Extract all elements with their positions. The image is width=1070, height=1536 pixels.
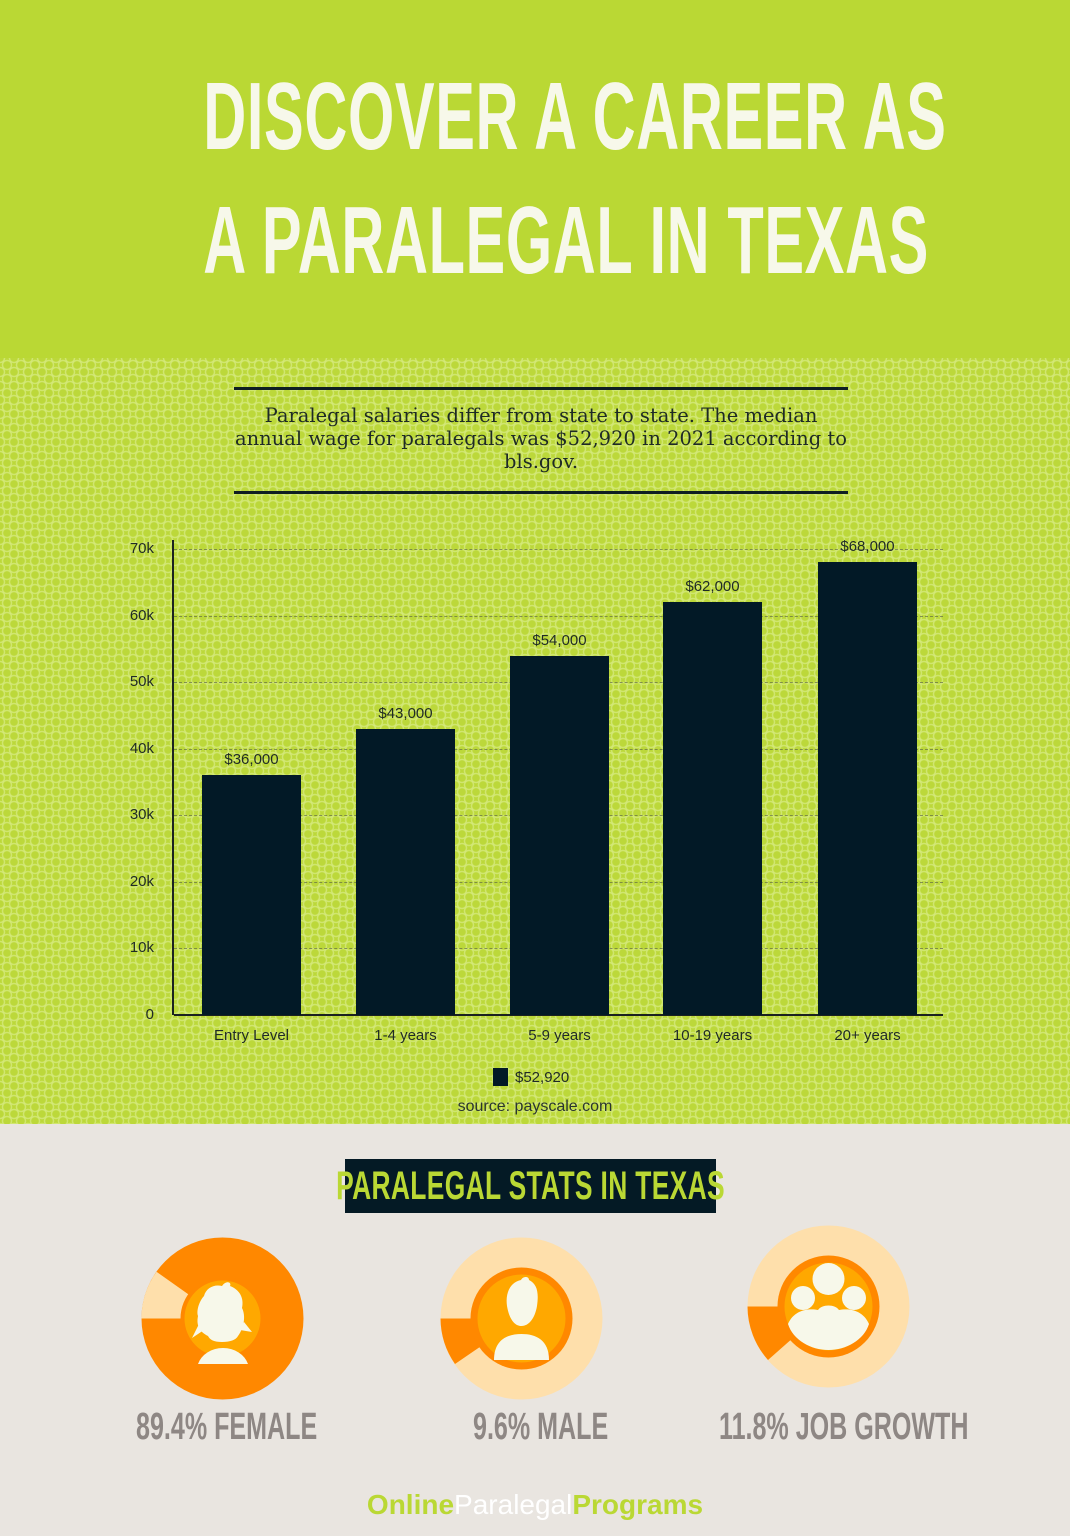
stat-job-growth: 11.8% JOB GROWTH <box>746 1224 911 1389</box>
x-category-label: 1-4 years <box>326 1027 486 1044</box>
male-donut-chart <box>439 1236 604 1401</box>
stat-male: 9.6% MALE <box>439 1236 604 1401</box>
bar-value-label: $43,000 <box>336 705 476 722</box>
stats-banner-title: PARALEGAL STATS IN TEXAS <box>336 1164 725 1209</box>
header-banner: DISCOVER A CAREER AS A PARALEGAL IN TEXA… <box>0 0 1070 358</box>
legend-swatch <box>493 1068 508 1086</box>
bar-4 <box>818 562 917 1015</box>
y-tick-label: 40k <box>110 741 154 757</box>
intro-text: Paralegal salaries differ from state to … <box>234 404 848 473</box>
divider-bottom <box>234 491 848 494</box>
stat-female: 89.4% FEMALE <box>140 1236 305 1401</box>
y-tick-label: 10k <box>110 940 154 956</box>
stat-job-growth-label: 11.8% JOB GROWTH <box>719 1406 968 1449</box>
y-tick-label: 50k <box>110 674 154 690</box>
divider-top <box>234 387 848 390</box>
y-tick-label: 70k <box>110 541 154 557</box>
bar-value-label: $54,000 <box>490 632 630 649</box>
bar-value-label: $62,000 <box>643 578 783 595</box>
stat-male-label: 9.6% MALE <box>473 1406 608 1449</box>
y-tick-label: 0 <box>110 1007 154 1023</box>
bar-3 <box>663 602 762 1015</box>
x-category-label: 20+ years <box>788 1027 948 1044</box>
stats-banner: PARALEGAL STATS IN TEXAS <box>345 1159 716 1213</box>
chart-source: source: payscale.com <box>0 1098 1070 1116</box>
brand-logo: OnlineParalegalPrograms <box>0 1489 1070 1521</box>
bar-1 <box>356 729 455 1015</box>
y-tick-label: 60k <box>110 608 154 624</box>
brand-part-paralegal: Paralegal <box>454 1489 572 1520</box>
brand-part-online: Online <box>367 1489 454 1520</box>
x-category-label: 5-9 years <box>480 1027 640 1044</box>
legend-label: $52,920 <box>515 1069 569 1086</box>
bar-2 <box>510 656 609 1015</box>
y-tick-label: 20k <box>110 874 154 890</box>
x-category-label: Entry Level <box>172 1027 332 1044</box>
page-title-line-2: A PARALEGAL IN TEXAS <box>203 193 866 289</box>
bar-value-label: $68,000 <box>798 538 938 555</box>
bar-value-label: $36,000 <box>182 751 322 768</box>
chart-legend: $52,920 <box>493 1068 569 1086</box>
y-axis <box>172 540 174 1015</box>
job-growth-donut-chart <box>746 1224 911 1389</box>
page-title-line-1: DISCOVER A CAREER AS <box>203 69 866 165</box>
female-donut-chart <box>140 1236 305 1401</box>
bar-0 <box>202 775 301 1015</box>
x-category-label: 10-19 years <box>633 1027 793 1044</box>
y-tick-label: 30k <box>110 807 154 823</box>
stat-female-label: 89.4% FEMALE <box>136 1406 317 1449</box>
brand-part-programs: Programs <box>572 1489 703 1520</box>
